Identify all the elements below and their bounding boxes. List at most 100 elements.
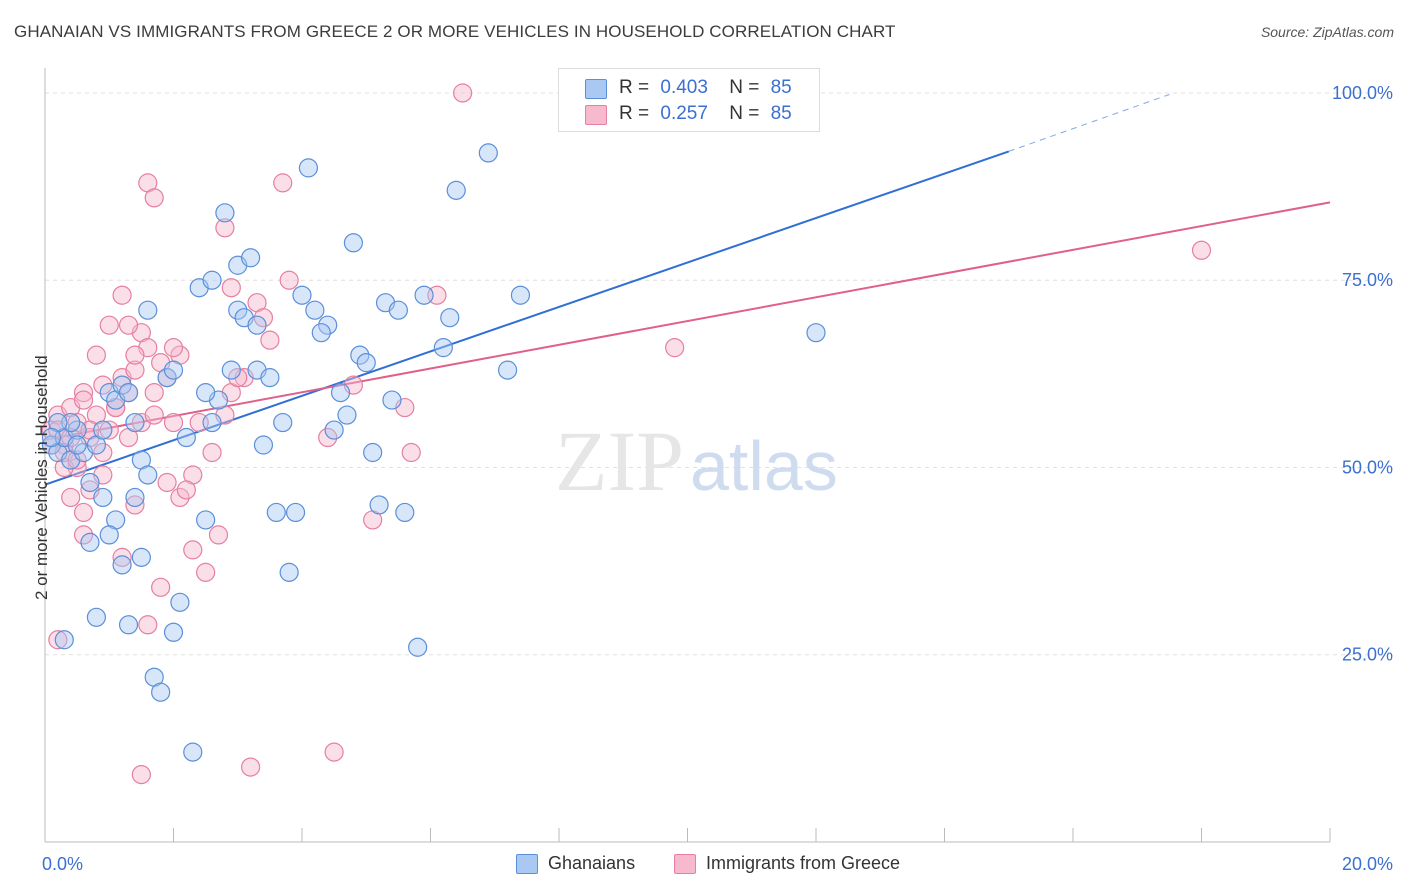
data-point-ghanaians (356, 353, 376, 373)
legend-n-label: N = (729, 77, 760, 98)
data-point-greece (67, 450, 87, 470)
data-point-greece (125, 495, 145, 515)
data-point-ghanaians (80, 532, 100, 552)
data-point-ghanaians (806, 323, 826, 343)
data-point-ghanaians (41, 427, 62, 448)
data-point-greece (144, 405, 164, 425)
data-point-greece (112, 547, 132, 567)
data-point-greece (221, 278, 241, 298)
data-point-greece (401, 442, 421, 463)
data-point-greece (228, 368, 248, 388)
data-point-greece (170, 487, 190, 508)
data-point-ghanaians (163, 622, 184, 642)
data-point-ghanaians (241, 248, 261, 268)
data-point-greece (73, 525, 94, 545)
data-point-ghanaians (273, 412, 293, 433)
legend-n-value: 85 (770, 103, 792, 124)
correlation-legend: R = 0.403 N = 85 R = 0.257 N = 85 (558, 68, 820, 132)
data-point-greece (318, 427, 338, 448)
x-tick-label: 20.0% (1342, 854, 1393, 874)
data-point-greece (73, 382, 94, 403)
data-point-ghanaians (498, 360, 518, 380)
data-point-ghanaians (125, 487, 145, 508)
data-point-greece (183, 540, 203, 560)
x-tick-label: 0.0% (42, 854, 83, 874)
legend-r-value: 0.257 (660, 103, 708, 124)
data-point-ghanaians (228, 300, 248, 320)
data-point-ghanaians (86, 607, 107, 627)
data-point-ghanaians (118, 382, 139, 403)
data-point-greece (215, 218, 235, 238)
data-point-greece (260, 330, 280, 350)
data-point-ghanaians (478, 143, 498, 163)
data-point-ghanaians (337, 405, 357, 425)
y-axis-label: 2 or more Vehicles in Household (32, 355, 51, 600)
data-point-ghanaians (298, 158, 319, 178)
data-point-greece (99, 420, 119, 440)
data-point-ghanaians (292, 285, 312, 305)
data-point-ghanaians (260, 368, 280, 388)
data-point-greece (61, 427, 81, 448)
y-tick-label: 75.0% (1342, 270, 1393, 290)
data-point-greece (144, 382, 164, 403)
data-point-ghanaians (202, 270, 222, 290)
watermark-zip: ZIP (555, 413, 684, 509)
legend-swatch-blue (585, 79, 607, 99)
data-point-greece (151, 577, 171, 597)
tick-labels: 25.0% 50.0% 75.0% 100.0% 0.0% 20.0% (42, 83, 1393, 874)
data-point-ghanaians (202, 412, 222, 433)
data-point-ghanaians (350, 345, 370, 365)
data-point-greece (665, 338, 685, 358)
legend-r-label: R = (619, 77, 650, 98)
data-point-ghanaians (131, 547, 151, 567)
data-point-ghanaians (311, 323, 331, 343)
data-point-greece (125, 345, 145, 365)
legend-n-value: 85 (770, 77, 792, 98)
data-point-greece (131, 764, 151, 785)
data-point-ghanaians (414, 285, 434, 305)
data-point-greece (253, 308, 274, 328)
data-point-greece (241, 757, 261, 777)
data-point-ghanaians (324, 420, 344, 440)
data-point-ghanaians (318, 315, 338, 335)
legend-label-greece: Immigrants from Greece (706, 853, 901, 873)
data-point-ghanaians (446, 180, 466, 200)
legend-r-label: R = (619, 103, 650, 124)
y-tick-label: 25.0% (1342, 645, 1393, 665)
data-point-ghanaians (215, 203, 235, 223)
data-point-ghanaians (305, 300, 325, 320)
data-point-ghanaians (170, 592, 190, 612)
data-point-ghanaians (279, 562, 299, 582)
data-point-greece (163, 338, 184, 358)
data-point-greece (157, 472, 177, 493)
y-tick-label: 50.0% (1342, 457, 1393, 477)
data-point-ghanaians (330, 382, 351, 403)
data-point-ghanaians (93, 487, 113, 508)
chart-title: GHANAIAN VS IMMIGRANTS FROM GREECE 2 OR … (14, 22, 896, 41)
trend-line-greece (44, 201, 1331, 441)
data-point-greece (196, 562, 216, 582)
data-point-greece (93, 442, 113, 463)
data-point-greece (112, 285, 132, 305)
data-point-ghanaians (93, 420, 113, 440)
data-point-ghanaians (253, 435, 274, 455)
data-point-ghanaians (408, 637, 428, 657)
data-point-ghanaians (176, 427, 196, 448)
data-point-ghanaians (388, 300, 408, 320)
data-point-ghanaians (67, 420, 87, 440)
legend-swatch-pink (585, 105, 607, 125)
data-point-ghanaians (395, 502, 415, 523)
data-point-greece (176, 480, 196, 500)
data-point-greece (125, 360, 145, 380)
series-immigrants-from-greece (41, 83, 1212, 785)
data-point-greece (202, 442, 222, 463)
data-point-greece (208, 525, 229, 545)
data-point-greece (273, 173, 293, 193)
data-point-greece (138, 615, 158, 635)
data-point-greece (93, 375, 113, 395)
data-point-greece (1191, 240, 1212, 260)
data-point-greece (48, 630, 68, 650)
data-point-greece (86, 345, 107, 365)
data-point-greece (453, 83, 473, 103)
